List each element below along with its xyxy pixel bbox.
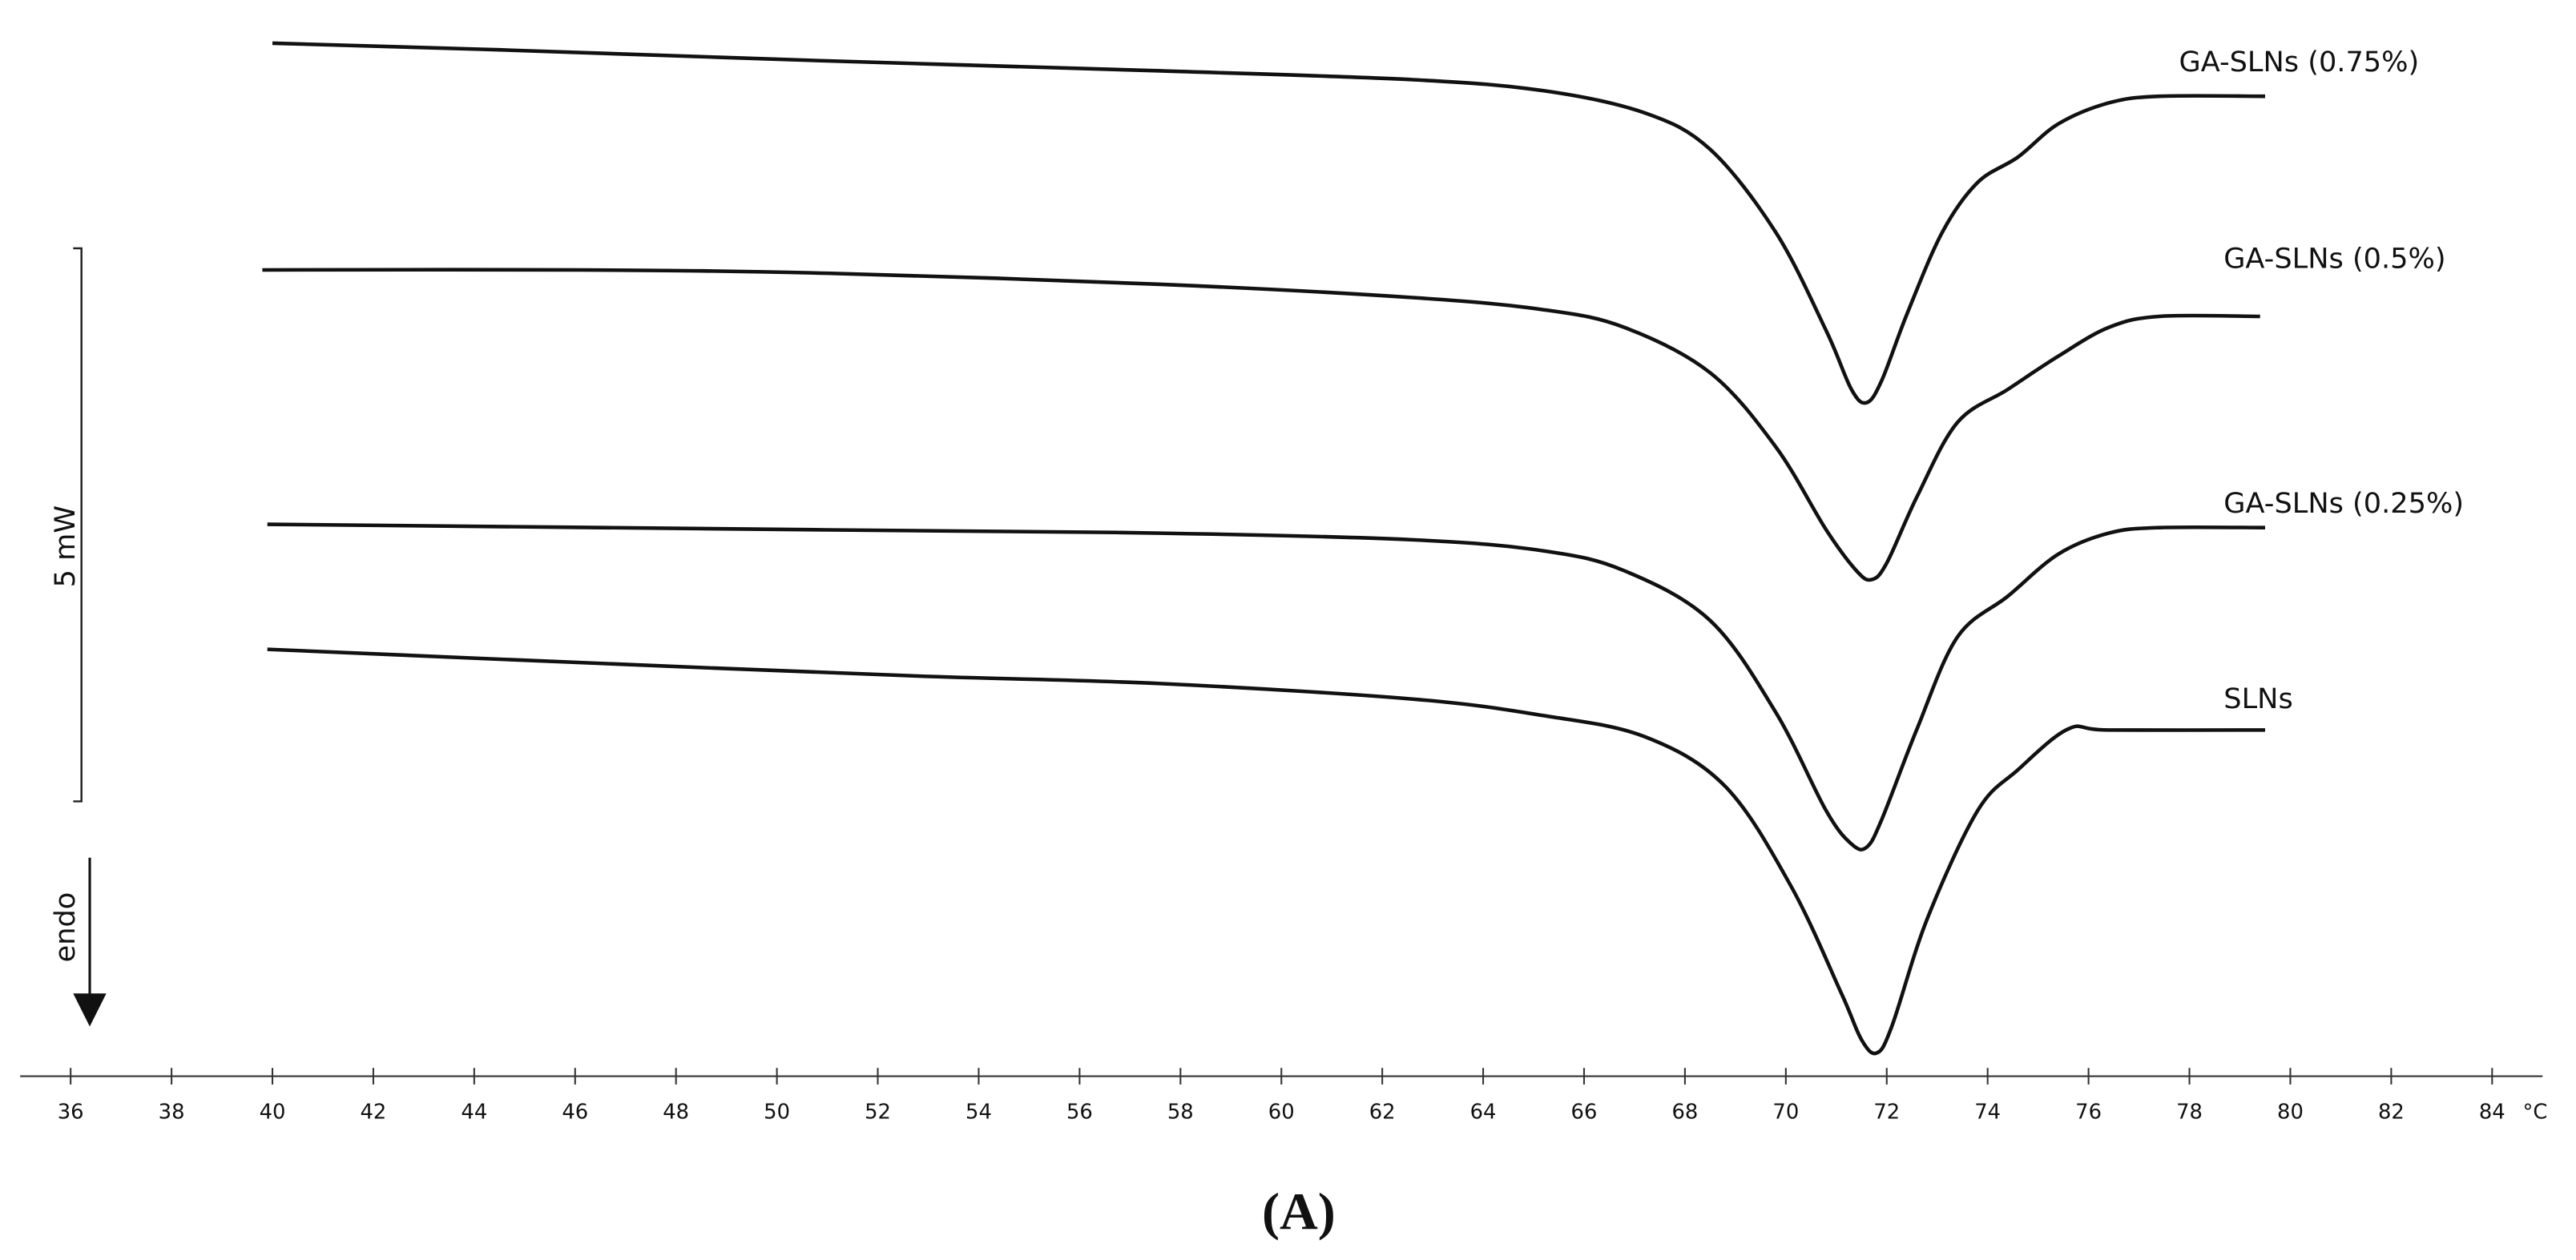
x-tick-label: 64	[1470, 1101, 1497, 1125]
x-tick-label: 40	[260, 1101, 286, 1125]
curve	[267, 647, 2265, 1056]
x-tick-label: 60	[1268, 1101, 1295, 1125]
x-tick-label: 74	[1974, 1101, 2001, 1125]
endo-arrow-head	[73, 993, 107, 1027]
x-unit: °C	[2522, 1101, 2547, 1125]
x-tick-label: 72	[1873, 1101, 1900, 1125]
caption: (A)	[1262, 1182, 1336, 1241]
x-tick-label: 78	[2176, 1101, 2203, 1125]
x-tick-label: 48	[663, 1101, 689, 1125]
endo-label: endo	[49, 892, 82, 963]
x-tick-label: 80	[2277, 1101, 2304, 1125]
x-tick-label: 82	[2378, 1101, 2405, 1125]
x-tick-label: 46	[562, 1101, 588, 1125]
curve	[272, 41, 2265, 405]
curve	[262, 268, 2260, 582]
x-tick-label: 76	[2075, 1101, 2102, 1125]
x-tick-label: 84	[2479, 1101, 2505, 1125]
x-tick-label: 52	[865, 1101, 891, 1125]
series-label: GA-SLNs (0.75%)	[2179, 46, 2419, 78]
series-label: GA-SLNs (0.5%)	[2223, 243, 2445, 276]
x-tick-label: 36	[58, 1101, 84, 1125]
x-tick-label: 44	[461, 1101, 487, 1125]
scale-bar	[73, 247, 83, 803]
x-tick-label: 56	[1066, 1101, 1093, 1125]
x-tick-label: 62	[1369, 1101, 1396, 1125]
series-label: SLNs	[2223, 682, 2292, 715]
x-tick-label: 50	[764, 1101, 790, 1125]
series-label: GA-SLNs (0.25%)	[2223, 487, 2464, 520]
scale-bar-label: 5 mW	[49, 505, 82, 587]
x-tick-label: 66	[1571, 1101, 1598, 1125]
x-tick-label: 38	[159, 1101, 185, 1125]
x-tick-label: 70	[1772, 1101, 1799, 1125]
curve	[267, 522, 2265, 851]
x-tick-label: 58	[1167, 1101, 1194, 1125]
x-tick-label: 54	[965, 1101, 992, 1125]
x-tick-label: 68	[1671, 1101, 1698, 1125]
x-tick-label: 42	[360, 1101, 386, 1125]
